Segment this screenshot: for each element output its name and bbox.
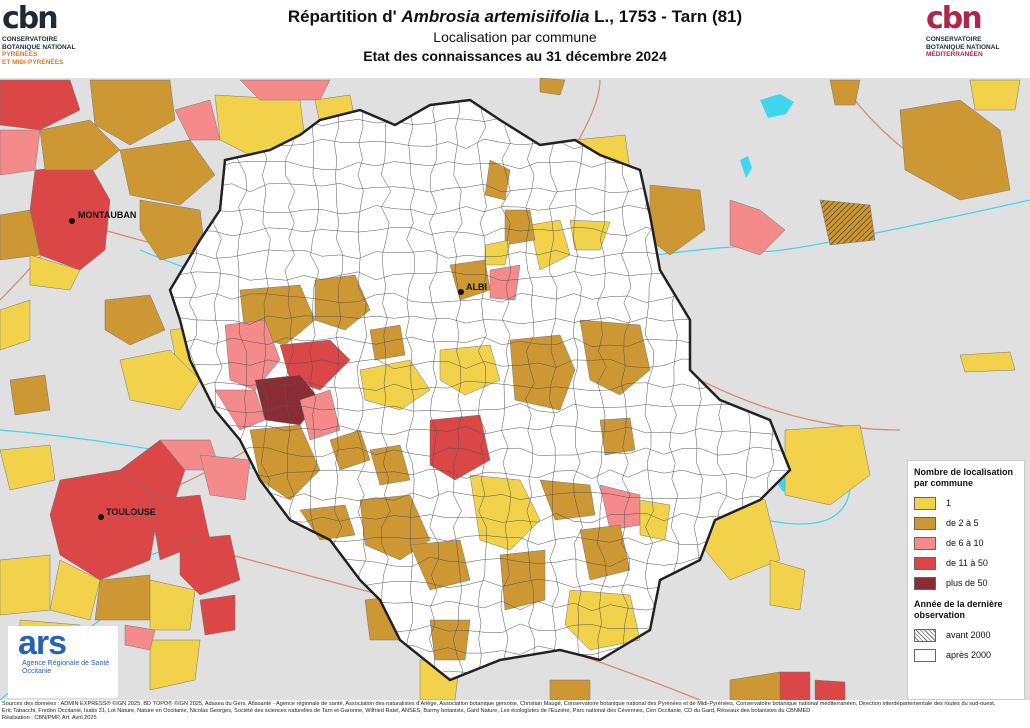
legend-swatch-hatched xyxy=(914,628,936,642)
ars-logo-mark: ars xyxy=(18,624,67,662)
albi-dot xyxy=(458,289,464,295)
logo-left-line2: BOTANIQUE NATIONAL xyxy=(2,43,76,51)
legend-swatch-plain xyxy=(914,648,936,662)
cbn-logo-mark: cbn xyxy=(2,1,59,36)
data-sources: Sources des données : ADMIN EXPRESS® ©IG… xyxy=(2,701,1002,722)
legend-swatch xyxy=(914,556,936,570)
realisation-text: Réalisation : CBN/PMP, Art. Avril 2025 xyxy=(2,715,97,721)
ars-logo-line1: Agence Régionale de Santé xyxy=(22,660,110,667)
legend-year-title: Année de la dernière observation xyxy=(914,599,1003,620)
legend-title: Nombre de localisation par commune xyxy=(914,467,1014,488)
legend-item: de 2 à 5 xyxy=(914,513,1018,533)
sources-text: Sources des données : ADMIN EXPRESS® ©IG… xyxy=(2,701,996,714)
logo-right-line2: BOTANIQUE NATIONAL xyxy=(926,43,1000,51)
map-canvas[interactable]: MONTAUBAN ALBI TOULOUSE xyxy=(0,78,1030,700)
city-markers: MONTAUBAN ALBI TOULOUSE xyxy=(69,210,487,520)
logo-left-line4: ET MIDI-PYRÉNÉES xyxy=(2,58,64,66)
legend-swatch xyxy=(914,496,936,510)
legend-item: de 6 à 10 xyxy=(914,533,1018,553)
logo-right-line1: CONSERVATOIRE xyxy=(926,36,982,43)
montauban-dot xyxy=(69,218,75,224)
map-title-block: Répartition d' Ambrosia artemisiifolia L… xyxy=(220,6,810,66)
city-label-toulouse: TOULOUSE xyxy=(106,507,156,517)
legend-item: 1 xyxy=(914,493,1018,513)
legend-item: après 2000 xyxy=(914,645,1018,665)
city-label-montauban: MONTAUBAN xyxy=(78,210,136,220)
legend-item: avant 2000 xyxy=(914,625,1018,645)
legend-item: plus de 50 xyxy=(914,573,1018,593)
ars-logo: ars Agence Régionale de Santé Occitanie xyxy=(8,626,118,698)
logo-left-line3: PYRÉNÉES xyxy=(2,51,38,58)
legend-swatch xyxy=(914,576,936,590)
cbn-med-logo-mark: cbn xyxy=(926,1,983,36)
map-title: Répartition d' Ambrosia artemisiifolia L… xyxy=(287,7,743,26)
cbn-med-logo: cbn CONSERVATOIRE BOTANIQUE NATIONAL MÉD… xyxy=(926,2,1026,59)
map-legend: Nombre de localisation par commune 1 de 2… xyxy=(907,460,1025,700)
map-date-line: Etat des connaissances au 31 décembre 20… xyxy=(363,48,667,64)
city-label-albi: ALBI xyxy=(466,282,487,292)
legend-swatch xyxy=(914,536,936,550)
ars-logo-line2: Occitanie xyxy=(22,668,52,675)
map-subtitle: Localisation par commune xyxy=(433,29,597,45)
logo-right-line3: MÉDITERRANÉEN xyxy=(926,51,983,58)
legend-swatch xyxy=(914,516,936,530)
species-name: Ambrosia artemisiifolia xyxy=(401,7,590,26)
legend-item: de 11 à 50 xyxy=(914,553,1018,573)
cbn-pmp-logo: cbn CONSERVATOIRE BOTANIQUE NATIONAL PYR… xyxy=(2,2,112,66)
logo-left-line1: CONSERVATOIRE xyxy=(2,36,58,43)
toulouse-dot xyxy=(98,514,104,520)
